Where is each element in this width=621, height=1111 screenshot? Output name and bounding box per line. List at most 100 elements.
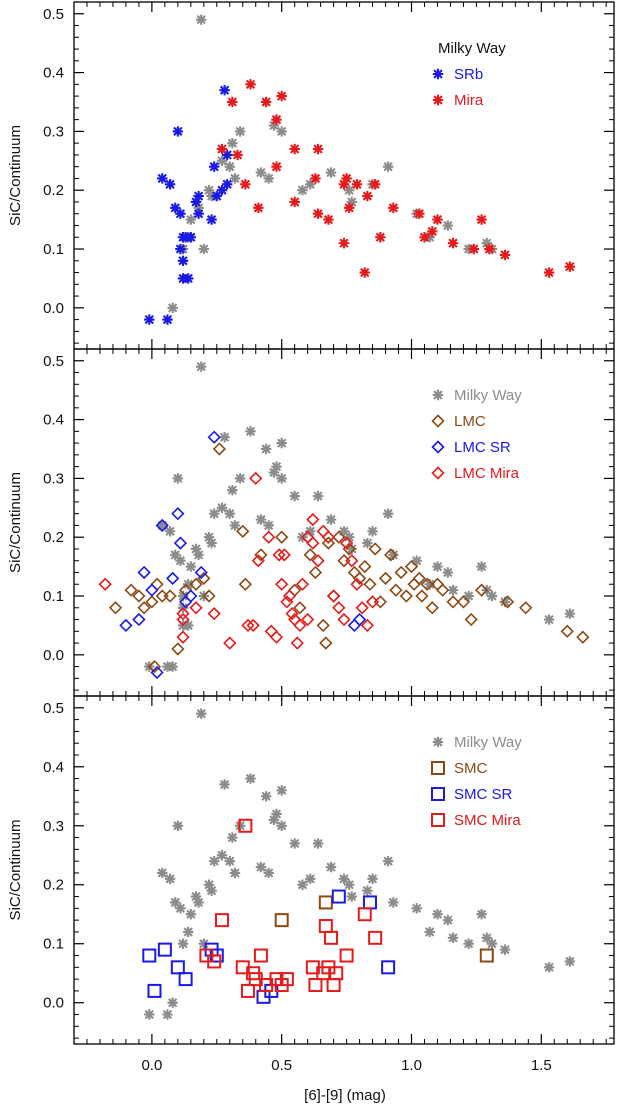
data-point <box>170 549 181 561</box>
data-point <box>183 579 194 590</box>
data-point <box>456 595 471 609</box>
x-tick-label: 1.0 <box>401 1057 422 1074</box>
data-point <box>183 273 194 284</box>
data-point <box>175 903 186 914</box>
data-point <box>432 561 443 572</box>
data-point <box>365 595 380 609</box>
data-point <box>173 536 188 550</box>
data-point <box>343 532 355 543</box>
data-point <box>352 612 367 627</box>
data-point <box>339 948 354 963</box>
data-point <box>463 938 474 949</box>
data-point <box>367 873 378 885</box>
data-point <box>404 559 419 574</box>
series-milky-way <box>144 708 576 1020</box>
y-tick-label: 0.4 <box>43 759 64 776</box>
data-point <box>164 526 176 537</box>
data-point <box>132 612 146 627</box>
data-point <box>119 618 133 633</box>
data-point <box>240 983 255 998</box>
data-point <box>227 832 238 843</box>
y-tick-label: 0.0 <box>43 995 64 1012</box>
data-point <box>185 561 197 572</box>
data-point <box>484 243 495 255</box>
data-point <box>189 601 203 615</box>
data-point <box>378 571 393 586</box>
data-point <box>194 565 208 580</box>
data-point <box>246 618 260 633</box>
data-point <box>224 855 235 867</box>
data-point <box>229 867 241 879</box>
data-point <box>206 885 217 896</box>
data-point <box>124 583 138 597</box>
data-point <box>263 520 274 531</box>
data-point <box>306 512 320 527</box>
data-point <box>411 903 422 914</box>
data-point <box>98 577 112 591</box>
series-lmc-sr <box>119 430 367 680</box>
legend-marker <box>431 761 445 775</box>
data-point <box>358 559 372 574</box>
data-point <box>564 956 576 967</box>
data-point <box>260 791 272 802</box>
data-point <box>332 601 346 615</box>
data-point <box>212 442 227 456</box>
legend-entry-label: LMC Mira <box>454 465 520 482</box>
data-point <box>303 548 317 562</box>
data-point <box>305 873 316 885</box>
legend-marker <box>432 94 444 106</box>
y-tick-label: 0.3 <box>43 470 64 487</box>
data-point <box>476 909 487 920</box>
series-mira <box>216 79 576 278</box>
data-point <box>162 1009 173 1020</box>
data-point <box>170 897 181 908</box>
data-point <box>343 202 355 214</box>
data-point <box>203 879 215 890</box>
data-point <box>481 237 492 249</box>
data-point <box>216 850 228 861</box>
data-point <box>325 861 337 873</box>
legend-marker <box>432 68 444 80</box>
y-tick-label: 0.5 <box>43 6 64 23</box>
legend-entry-label: Milky Way <box>454 734 522 751</box>
data-point <box>155 518 169 533</box>
data-point <box>271 161 282 172</box>
data-point <box>363 577 377 591</box>
data-point <box>279 972 294 987</box>
data-point <box>323 214 334 225</box>
data-point <box>350 577 364 591</box>
data-point <box>324 930 339 945</box>
data-point <box>260 96 272 108</box>
y-axis-label: SiC/Continuum <box>7 125 24 226</box>
data-point <box>155 589 169 603</box>
data-point <box>147 659 162 674</box>
data-point <box>211 190 222 202</box>
data-point <box>463 590 474 602</box>
data-point <box>274 913 289 928</box>
y-axis-label: SiC/Continuum <box>7 472 24 573</box>
data-point <box>221 179 233 190</box>
data-point <box>253 202 264 214</box>
data-point <box>269 630 284 644</box>
data-point <box>275 577 289 591</box>
data-point <box>337 554 351 568</box>
legend-marker <box>431 787 445 801</box>
data-point <box>345 554 359 568</box>
data-point <box>338 237 350 249</box>
data-point <box>271 461 282 472</box>
data-point <box>362 537 373 549</box>
data-point <box>177 938 189 949</box>
data-point <box>301 612 315 627</box>
data-point <box>271 114 282 125</box>
legend-entry-label: SMC <box>454 760 488 777</box>
legend-entry-label: LMC <box>454 413 486 430</box>
data-point <box>157 173 168 184</box>
data-point <box>232 149 243 161</box>
data-point <box>341 173 352 184</box>
legend-marker <box>432 736 444 748</box>
series-smc-sr <box>142 889 396 1004</box>
data-point <box>407 577 421 591</box>
data-point <box>368 930 383 945</box>
data-point <box>369 179 381 190</box>
